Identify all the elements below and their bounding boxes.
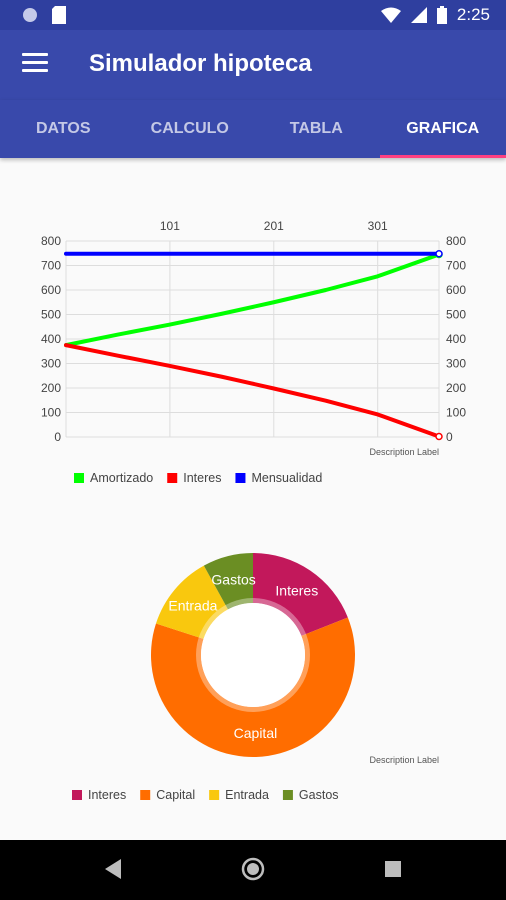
legend-label-gastos: Gastos — [299, 788, 339, 802]
tab-datos[interactable]: DATOS — [35, 120, 91, 137]
series-endpoint-mensualidad — [435, 249, 443, 258]
legend-swatch-amortizado — [74, 473, 84, 483]
tab-calculo[interactable]: CALCULO — [150, 120, 229, 137]
legend-swatch-interes — [167, 473, 178, 483]
tab-grafica[interactable]: GRAFICA — [379, 100, 506, 158]
y-tick-label-right: 500 — [446, 308, 466, 322]
y-tick-label-left: 500 — [41, 308, 61, 322]
legend-swatch-interes — [72, 790, 82, 800]
back-icon[interactable] — [103, 858, 123, 880]
menu-icon[interactable] — [22, 53, 48, 75]
status-time: 2:25 — [456, 5, 490, 24]
pie-slice-interes — [253, 553, 348, 636]
y-tick-label-right: 100 — [446, 406, 466, 420]
x-tick-label: 301 — [368, 219, 388, 233]
y-tick-label-left: 200 — [41, 381, 61, 395]
series-line-amortizado — [64, 252, 441, 348]
pie-label-capital: Capital — [234, 725, 278, 741]
recents-icon[interactable] — [384, 860, 402, 878]
legend-label-interes: Interes — [88, 788, 126, 802]
y-tick-label-left: 100 — [41, 406, 61, 420]
y-tick-label-left: 700 — [41, 259, 61, 273]
y-tick-label-left: 400 — [41, 332, 61, 346]
x-tick-label: 201 — [264, 219, 284, 233]
series-endpoint-interes — [435, 432, 443, 441]
line-chart-description: Description Label — [369, 447, 439, 457]
legend-swatch-gastos — [282, 790, 293, 800]
wifi-icon — [380, 7, 401, 23]
tab-tabla[interactable]: TABLA — [289, 120, 343, 137]
pie-chart-description: Description Label — [369, 755, 439, 765]
y-tick-label-left: 300 — [41, 357, 61, 371]
pie-slice-entrada — [155, 565, 228, 639]
legend-label-interes: Interes — [183, 471, 221, 485]
tab-bar: DATOS CALCULO TABLA GRAFICA — [0, 100, 506, 158]
pie-label-entrada: Entrada — [168, 597, 217, 613]
status-bar: 2:25 — [0, 0, 506, 30]
circle-icon — [23, 8, 37, 22]
y-tick-label-left: 0 — [54, 430, 61, 444]
y-tick-label-left: 800 — [41, 234, 61, 248]
app-bar: Simulador hipoteca — [0, 30, 506, 100]
legend-swatch-capital — [140, 790, 151, 800]
x-tick-label: 101 — [160, 219, 180, 233]
series-line-interes — [64, 343, 441, 439]
legend-swatch-entrada — [209, 790, 220, 800]
legend-label-entrada: Entrada — [225, 788, 269, 802]
legend-swatch-mensualidad — [235, 473, 246, 483]
legend-label-capital: Capital — [156, 788, 195, 802]
battery-icon — [436, 6, 447, 24]
donut-hole — [201, 603, 305, 707]
y-tick-label-right: 0 — [446, 430, 453, 444]
signal-icon — [410, 7, 427, 23]
navigation-bar — [0, 840, 506, 900]
y-tick-label-left: 600 — [41, 283, 61, 297]
y-tick-label-right: 600 — [446, 283, 466, 297]
pie-label-interes: Interes — [275, 582, 318, 598]
y-tick-label-right: 400 — [446, 332, 466, 346]
y-tick-label-right: 300 — [446, 357, 466, 371]
legend-label-amortizado: Amortizado — [90, 471, 153, 485]
pie-label-gastos: Gastos — [211, 571, 255, 587]
charts-canvas: 0 0 100 100 200 200 300 300 400 400 500 500 600 600 70… — [41, 219, 466, 802]
pie-slice-gastos — [203, 553, 253, 610]
chart-area: 0 0 100 100 200 200 300 300 400 400 500 500 600 600 70… — [0, 160, 506, 840]
legend-label-mensualidad: Mensualidad — [251, 471, 322, 485]
y-tick-label-right: 800 — [446, 234, 466, 248]
y-tick-label-right: 200 — [446, 381, 466, 395]
sim-icon — [52, 6, 66, 24]
app-title: Simulador hipoteca — [89, 50, 312, 77]
pie-slice-capital — [151, 617, 355, 757]
y-tick-label-right: 700 — [446, 259, 466, 273]
home-icon[interactable] — [241, 857, 265, 881]
